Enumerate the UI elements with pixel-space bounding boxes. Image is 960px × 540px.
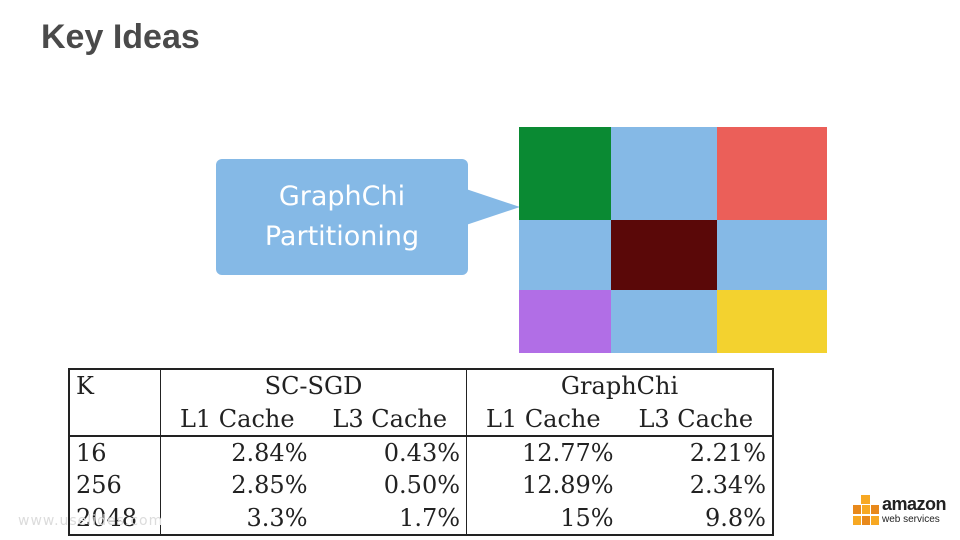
aws-brand-text: amazon [882, 494, 947, 514]
table-cell: 3.3% [159, 501, 314, 534]
callout-pointer [466, 189, 520, 225]
subheader-cell: L3 Cache [313, 402, 467, 437]
grid-cell-0-1 [611, 127, 717, 220]
subheader-cell: L1 Cache [466, 402, 620, 437]
table-cell-k: 256 [76, 471, 122, 500]
table-cell: 0.43% [383, 439, 461, 468]
header-k: K [76, 372, 94, 401]
partition-grid [519, 127, 827, 353]
graphchi-callout: GraphChi Partitioning [216, 159, 468, 275]
table-cell: 1.7% [399, 503, 461, 532]
table-cell-k: 16 [76, 439, 107, 468]
callout-line1: GraphChi [278, 181, 406, 212]
grid-cell-1-0 [519, 220, 611, 290]
callout-line2: Partitioning [264, 221, 420, 252]
slide-title: Key Ideas [41, 18, 200, 56]
table-cell: 15% [466, 501, 620, 534]
grid-cell-1-2 [717, 220, 827, 290]
table-cell: 2.34% [689, 471, 766, 500]
grid-cell-2-2 [717, 290, 827, 353]
table-subheader-row: L1 Cache L3 Cache L1 Cache L3 Cache [70, 402, 772, 437]
subheader-cell: L1 Cache [159, 402, 314, 437]
table-group-header-row: K SC-SGD GraphChi [70, 370, 772, 403]
table-cell: 2.85% [159, 469, 314, 502]
grid-cell-0-0 [519, 127, 611, 220]
table-row: 2048 3.3% 1.7% 15% 9.8% [70, 501, 772, 534]
aws-logo: amazon web services [852, 492, 952, 532]
table-row: 16 2.84% 0.43% 12.77% 2.21% [70, 435, 772, 470]
cache-miss-table: K SC-SGD GraphChi L1 Cache L3 Cache L1 C… [68, 368, 774, 536]
watermark-text: www.uselides.com [18, 513, 164, 529]
table-cell: 0.50% [383, 471, 461, 500]
grid-cell-0-2 [717, 127, 827, 220]
table-cell-k: 2048 [76, 503, 138, 532]
table-cell: 2.84% [159, 435, 314, 470]
header-sc-sgd: SC-SGD [159, 370, 467, 403]
table-cell: 9.8% [705, 503, 766, 532]
aws-sub-text: web services [882, 514, 940, 525]
table-row: 256 2.85% 0.50% 12.89% 2.34% [70, 469, 772, 502]
table-cell: 2.21% [689, 439, 766, 468]
table-cell: 12.77% [466, 435, 620, 470]
grid-cell-2-0 [519, 290, 611, 353]
header-graphchi: GraphChi [466, 370, 772, 403]
aws-boxes-icon [853, 495, 879, 525]
grid-cell-1-1 [611, 220, 717, 290]
grid-cell-2-1 [611, 290, 717, 353]
subheader-cell: L3 Cache [619, 402, 772, 437]
table-cell: 12.89% [466, 469, 620, 502]
